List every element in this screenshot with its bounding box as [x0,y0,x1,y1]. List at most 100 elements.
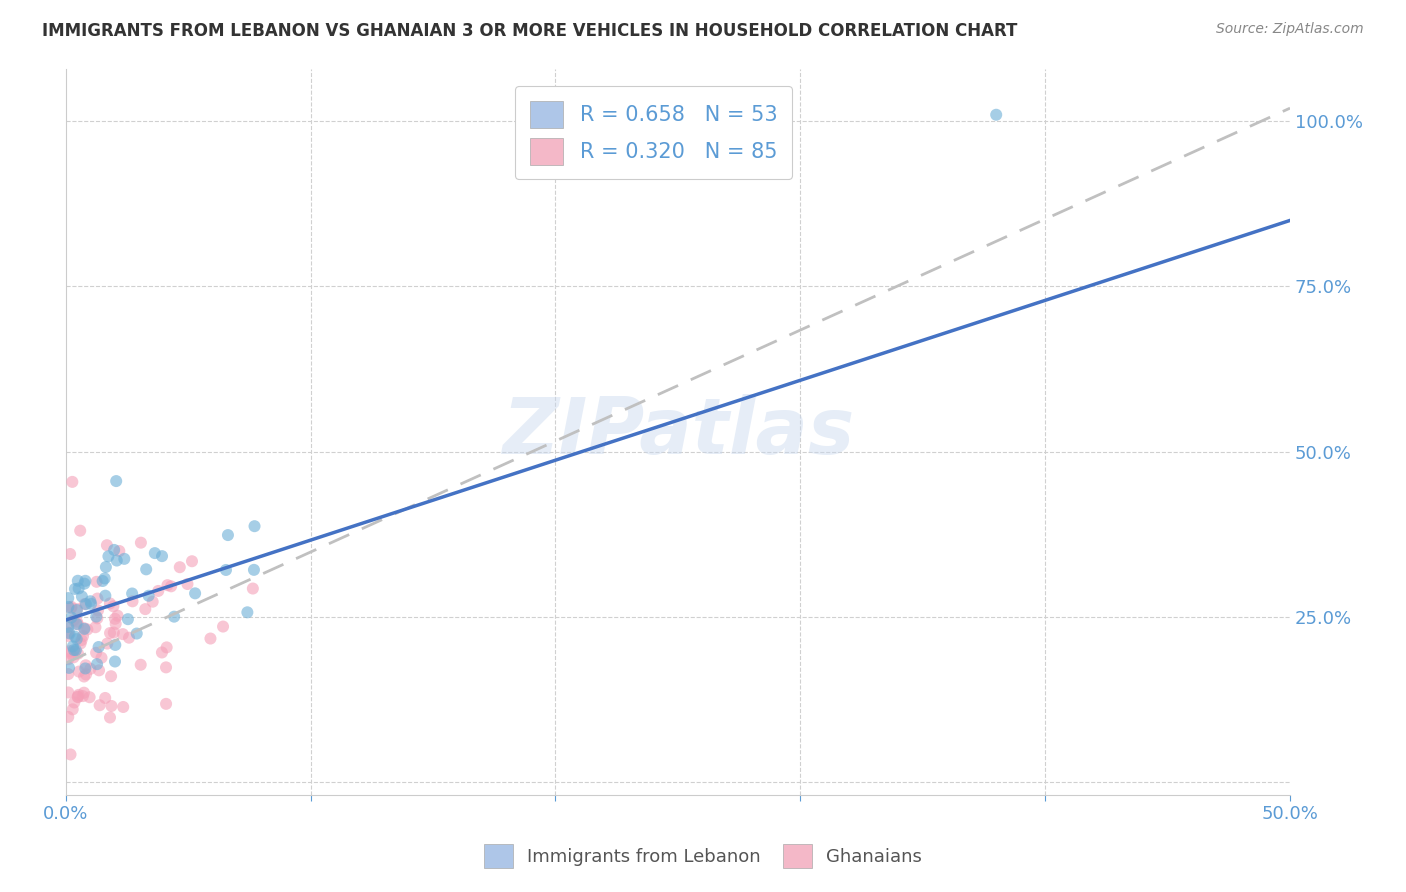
Point [87,640,110,654]
Point [94,560,117,574]
Point [135,562,157,576]
Point [242,582,264,596]
Point [58,685,80,699]
Text: IMMIGRANTS FROM LEBANON VS GHANAIAN 3 OR MORE VEHICLES IN HOUSEHOLD CORRELATION : IMMIGRANTS FROM LEBANON VS GHANAIAN 3 OR… [42,22,1018,40]
Point [73,622,96,636]
Point [100,669,122,683]
Point [129,535,152,549]
Point [66,690,89,705]
Point [62,640,84,654]
Point [156,578,179,592]
Point [80,597,103,611]
Point [104,616,127,631]
Point [243,563,266,577]
Point [63,582,86,596]
Point [134,602,156,616]
Point [73,621,96,635]
Point [65,643,87,657]
Point [66,647,89,661]
Point [63,643,86,657]
Point [91,574,114,588]
Point [76,623,98,637]
Point [986,108,1008,122]
Point [58,629,80,643]
Point [66,574,89,588]
Point [169,560,191,574]
Point [58,599,80,614]
Point [150,645,173,659]
Point [66,617,89,632]
Point [138,589,160,603]
Point [79,662,101,676]
Point [156,640,179,655]
Point [72,629,94,643]
Point [112,700,135,714]
Point [93,571,115,585]
Point [58,620,80,634]
Point [79,690,101,705]
Point [69,636,91,650]
Point [150,549,173,563]
Point [155,697,177,711]
Point [118,631,141,645]
Point [200,632,222,646]
Point [62,650,84,665]
Point [103,625,125,640]
Point [105,553,128,567]
Point [75,667,97,681]
Point [97,549,120,564]
Point [66,602,89,616]
Point [60,601,83,615]
Point [79,594,101,608]
Point [181,554,204,568]
Legend: R = 0.658   N = 53, R = 0.320   N = 85: R = 0.658 N = 53, R = 0.320 N = 85 [515,87,792,179]
Point [129,657,152,672]
Point [73,686,96,700]
Point [155,660,177,674]
Point [94,589,117,603]
Point [107,608,129,623]
Point [59,646,82,660]
Point [215,563,238,577]
Point [111,627,134,641]
Point [103,543,125,558]
Point [86,657,108,672]
Point [65,617,87,632]
Point [160,579,183,593]
Point [67,688,90,702]
Point [70,633,93,648]
Point [60,599,83,614]
Point [66,690,89,704]
Point [75,658,97,673]
Point [58,667,80,681]
Point [62,613,84,627]
Point [184,586,207,600]
Point [60,475,83,489]
Point [84,646,107,660]
Point [59,747,82,762]
Point [86,611,108,625]
Point [72,689,94,703]
Point [163,609,186,624]
Point [63,696,86,710]
Point [58,661,80,675]
Point [143,546,166,560]
Point [117,612,139,626]
Point [89,698,111,713]
Point [104,655,127,669]
Point [67,582,90,596]
Point [96,538,118,552]
Point [67,665,90,679]
Point [70,590,93,604]
Point [121,594,143,608]
Point [73,669,96,683]
Point [58,616,80,631]
Point [217,528,239,542]
Point [98,596,121,610]
Text: Source: ZipAtlas.com: Source: ZipAtlas.com [1216,22,1364,37]
Point [58,626,80,640]
Point [73,576,96,591]
Point [112,552,135,566]
Point [59,644,82,658]
Point [58,652,80,666]
